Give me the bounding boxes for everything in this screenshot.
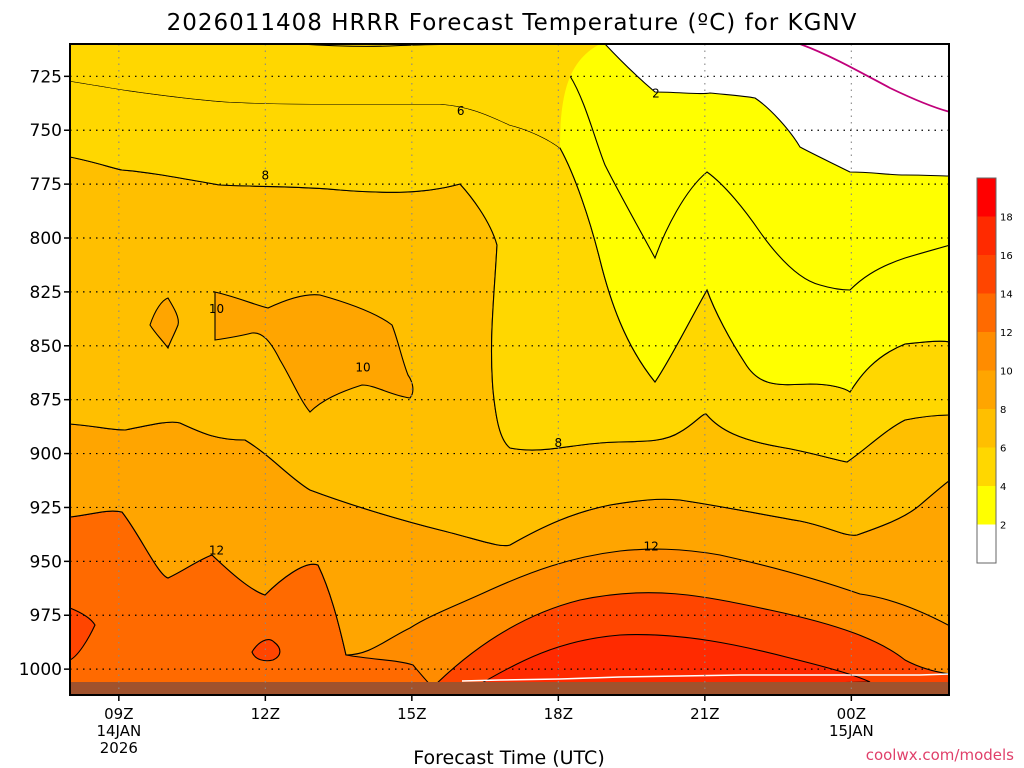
band-14-16 [70, 607, 96, 661]
contour-label: 6 [457, 104, 465, 118]
y-tick-label: 900 [30, 445, 62, 465]
colorbar-label: 2 [1000, 521, 1006, 532]
contour-label: 8 [262, 168, 270, 182]
contour-labels: 2 6 8 10 10 8 12 12 [209, 87, 660, 558]
surface-edge [461, 673, 949, 682]
y-tick-label: 925 [30, 498, 62, 518]
x-tick-date-label: 15JAN [829, 722, 874, 740]
band-14-16-blob [251, 639, 281, 662]
y-tick-label: 775 [30, 175, 62, 195]
x-tick-label: 09Z [104, 705, 133, 723]
y-tick-label: 975 [30, 606, 62, 626]
colorbar-swatch [977, 255, 996, 294]
colorbar: 2 4 6 8 10 12 14 16 18 [976, 177, 1013, 564]
contour-label: 2 [652, 87, 660, 101]
freezing-line [799, 44, 949, 113]
colorbar-swatch [977, 216, 996, 255]
x-tick-date-label: 14JAN [96, 722, 141, 740]
y-tick-label: 725 [30, 67, 62, 87]
y-tick-label: 850 [30, 337, 62, 357]
y-tick-label: 1000 [19, 660, 62, 680]
y-tick-label: 950 [30, 552, 62, 572]
colorbar-swatch [977, 178, 996, 217]
y-tick-label: 750 [30, 121, 62, 141]
y-tick-label: 825 [30, 283, 62, 303]
x-tick-label: 15Z [397, 705, 426, 723]
y-axis: 725 750 775 800 825 850 875 900 925 950 975 1000 [19, 67, 70, 680]
band-4-6-fill [70, 44, 600, 148]
credit-text: coolwx.com/models [866, 746, 1014, 764]
band-10-12-island-a [149, 297, 179, 350]
colorbar-label: 18 [1000, 213, 1013, 224]
band-0-2 [604, 44, 949, 177]
contour-label: 10 [209, 302, 224, 316]
colorbar-swatch [977, 370, 996, 409]
contour-label: 8 [555, 436, 563, 450]
grid-lines [70, 44, 949, 695]
colorbar-label: 14 [1000, 290, 1013, 301]
colorbar-swatch [977, 447, 996, 486]
ground-strip [70, 682, 949, 695]
y-tick-label: 800 [30, 229, 62, 249]
colorbar-swatch [977, 332, 996, 371]
colorbar-swatch [977, 293, 996, 332]
x-tick-label: 12Z [251, 705, 280, 723]
colorbar-label: 12 [1000, 328, 1013, 339]
x-tick-year-label: 2026 [100, 739, 138, 757]
x-tick-label: 00Z [837, 705, 866, 723]
band-10-12-island-b [214, 291, 414, 413]
colorbar-label: 6 [1000, 444, 1006, 455]
contour-label: 12 [209, 544, 224, 558]
colorbar-frame [976, 177, 997, 564]
colorbar-label: 4 [1000, 482, 1006, 493]
colorbar-label: 16 [1000, 251, 1013, 262]
colorbar-swatch [977, 486, 996, 525]
band-16-18-surface [467, 634, 871, 691]
contour-label: 12 [643, 539, 658, 553]
colorbar-label: 8 [1000, 405, 1006, 416]
plot-frame [69, 43, 950, 696]
colorbar-label: 10 [1000, 367, 1013, 378]
x-tick-label: 18Z [544, 705, 573, 723]
contour-label: 10 [355, 360, 370, 374]
x-axis-label: Forecast Time (UTC) [413, 747, 604, 768]
y-tick-label: 875 [30, 391, 62, 411]
colorbar-swatch [977, 409, 996, 448]
colorbar-swatch [977, 524, 996, 563]
chart-title: 2026011408 HRRR Forecast Temperature (ºC… [167, 10, 858, 36]
x-tick-label: 21Z [690, 705, 719, 723]
